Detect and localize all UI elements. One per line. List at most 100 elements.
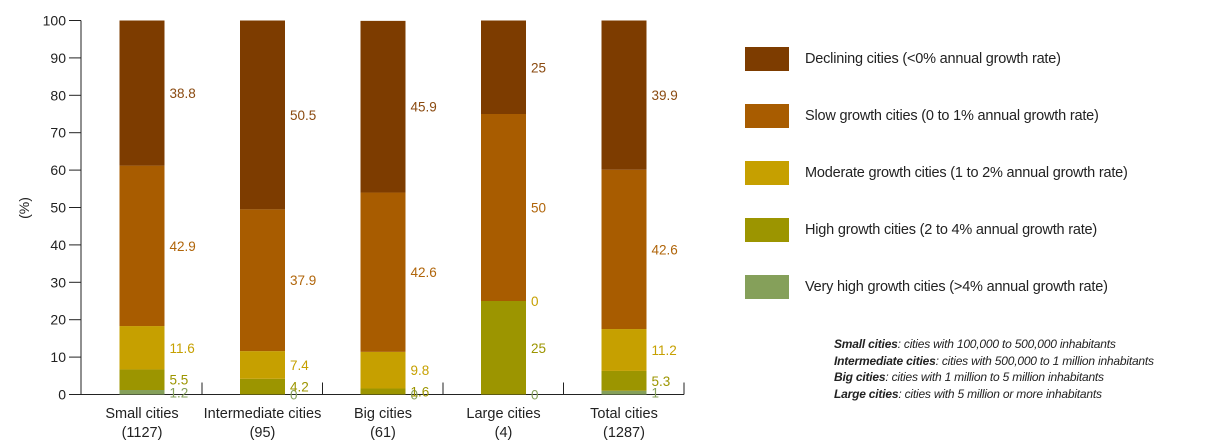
y-tick-label: 20 bbox=[50, 312, 66, 328]
x-tick-count: (4) bbox=[495, 425, 513, 441]
data-label: 1.2 bbox=[170, 385, 189, 400]
bar-segment bbox=[481, 114, 526, 301]
data-label: 37.9 bbox=[290, 273, 316, 288]
y-tick-label: 70 bbox=[50, 125, 66, 141]
bar-segment bbox=[601, 169, 647, 330]
data-label: 39.9 bbox=[652, 88, 678, 103]
y-tick-label: 100 bbox=[43, 13, 67, 29]
y-tick-label: 40 bbox=[50, 237, 66, 253]
note-line: Small cities: cities with 100,000 to 500… bbox=[834, 336, 1154, 353]
x-tick-count: (1127) bbox=[122, 425, 163, 441]
data-label: 42.6 bbox=[411, 265, 437, 280]
data-label: 1 bbox=[652, 386, 660, 401]
data-label: 42.9 bbox=[170, 239, 196, 254]
bar-segment bbox=[360, 388, 406, 395]
data-label: 11.2 bbox=[652, 343, 677, 358]
legend-label: Moderate growth cities (1 to 2% annual g… bbox=[805, 164, 1128, 181]
bar-stack: 15.3 11.2 42.6 39.9 bbox=[601, 20, 678, 401]
note-text: : cities with 500,000 to 1 million inhab… bbox=[935, 353, 1154, 368]
bar-segment bbox=[360, 20, 406, 193]
data-label: 5.3 bbox=[652, 374, 671, 389]
bar-segment bbox=[481, 301, 526, 395]
legend-swatch bbox=[745, 217, 789, 242]
data-label: 7.4 bbox=[290, 358, 309, 373]
legend-swatch bbox=[745, 103, 789, 128]
legend-label: Slow growth cities (0 to 1% annual growt… bbox=[805, 107, 1099, 124]
data-label: 0 bbox=[531, 388, 539, 403]
x-tick-count: (61) bbox=[370, 425, 396, 441]
bar-segment bbox=[481, 20, 526, 114]
bar-segment bbox=[119, 390, 165, 395]
y-tick-label: 50 bbox=[50, 200, 66, 216]
bar-segment bbox=[601, 20, 647, 170]
y-axis-label: (%) bbox=[16, 197, 32, 219]
x-tick-label: Big cities bbox=[354, 406, 412, 422]
x-tick-label: Small cities bbox=[105, 406, 178, 422]
legend-item: Declining cities (<0% annual growth rate… bbox=[745, 30, 1128, 87]
bar-segment bbox=[240, 351, 285, 379]
x-tick-labels: Small cities (1127) Intermediate cities (95… bbox=[105, 406, 658, 441]
data-label: 11.6 bbox=[170, 341, 195, 356]
bar-segment bbox=[119, 20, 165, 166]
y-tick-label: 80 bbox=[50, 87, 66, 103]
y-tick-label: 0 bbox=[58, 387, 66, 403]
data-label: 4.2 bbox=[290, 380, 309, 395]
legend-swatch bbox=[745, 274, 789, 299]
y-axis: 0 10 20 30 40 50 60 70 80 90 100 bbox=[43, 13, 82, 403]
bar-segment bbox=[360, 351, 406, 389]
bar-segment bbox=[601, 390, 647, 395]
bar-stack: 1.25.5 11.6 42.9 38.8 bbox=[119, 20, 196, 400]
note-term: Intermediate cities bbox=[834, 353, 936, 368]
data-label: 5.5 bbox=[170, 373, 189, 388]
legend-item: Moderate growth cities (1 to 2% annual g… bbox=[745, 144, 1128, 201]
x-tick-label: Large cities bbox=[466, 406, 540, 422]
data-label: 0 bbox=[290, 388, 298, 403]
y-tick-label: 90 bbox=[50, 50, 66, 66]
data-label: 25 bbox=[531, 60, 546, 75]
bar-segment bbox=[240, 378, 285, 395]
data-label: 50 bbox=[531, 201, 546, 216]
note-line: Large cities: cities with 5 million or m… bbox=[834, 386, 1154, 403]
bar-stack: 0 25 0 50 25 bbox=[481, 20, 546, 403]
data-label: 45.9 bbox=[411, 100, 437, 115]
note-line: Big cities: cities with 1 million to 5 m… bbox=[834, 369, 1154, 386]
note-term: Large cities bbox=[834, 386, 899, 401]
legend-label: Declining cities (<0% annual growth rate… bbox=[805, 50, 1061, 67]
data-label: 42.6 bbox=[652, 242, 678, 257]
note-term: Big cities bbox=[834, 370, 886, 384]
data-label: 1.6 bbox=[411, 385, 430, 400]
bar-segment bbox=[601, 329, 647, 371]
y-tick-label: 10 bbox=[50, 349, 66, 365]
data-label: 25 bbox=[531, 341, 546, 356]
bar-segment bbox=[240, 20, 285, 210]
note-line: Intermediate cities: cities with 500,000… bbox=[834, 353, 1154, 370]
legend-item: Very high growth cities (>4% annual grow… bbox=[745, 258, 1128, 315]
legend-swatch bbox=[745, 160, 789, 185]
legend-swatch bbox=[745, 46, 789, 71]
bar-stack: 01.6 9.8 42.6 45.9 bbox=[360, 20, 437, 403]
x-tick-count: (95) bbox=[250, 425, 276, 441]
legend: Declining cities (<0% annual growth rate… bbox=[745, 30, 1128, 315]
data-label: 50.5 bbox=[290, 108, 316, 123]
y-tick-label: 30 bbox=[50, 274, 66, 290]
bar-stack: 04.2 7.4 37.9 50.5 bbox=[240, 20, 316, 403]
x-tick-count: (1287) bbox=[603, 425, 645, 441]
note-text: : cities with 100,000 to 500,000 inhabit… bbox=[897, 337, 1116, 351]
legend-label: Very high growth cities (>4% annual grow… bbox=[805, 278, 1108, 295]
note-term: Small cities bbox=[834, 337, 898, 351]
data-label: 0 bbox=[531, 294, 539, 309]
legend-label: High growth cities (2 to 4% annual growt… bbox=[805, 221, 1098, 238]
y-tick-label: 60 bbox=[50, 162, 66, 178]
bar-segment bbox=[119, 165, 165, 327]
bars: 1.25.511.642.938.804.27.437.950.501.69.8… bbox=[119, 20, 678, 403]
note-text: : cities with 1 million to 5 million inh… bbox=[885, 370, 1104, 384]
bar-segment bbox=[601, 370, 647, 391]
bar-segment bbox=[360, 192, 406, 352]
data-label: 0 bbox=[411, 388, 419, 403]
legend-item: High growth cities (2 to 4% annual growt… bbox=[745, 201, 1128, 258]
note-text: : cities with 5 million or more inhabita… bbox=[898, 386, 1102, 401]
category-notes: Small cities: cities with 100,000 to 500… bbox=[834, 336, 1154, 402]
bar-segment bbox=[240, 209, 285, 352]
legend-item: Slow growth cities (0 to 1% annual growt… bbox=[745, 87, 1128, 144]
